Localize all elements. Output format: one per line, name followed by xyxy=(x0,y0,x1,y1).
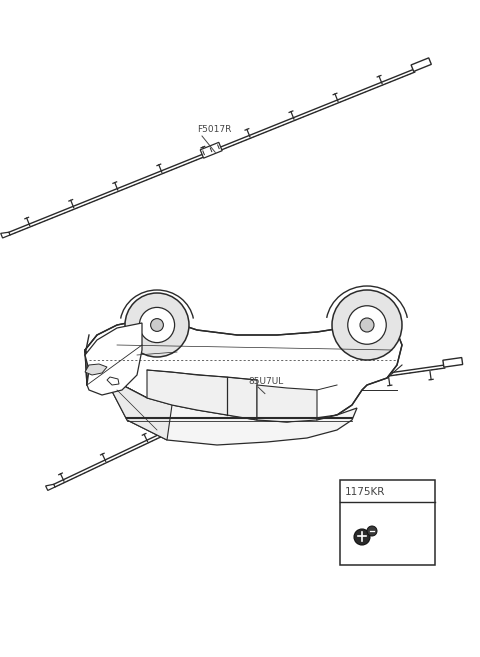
Circle shape xyxy=(348,306,386,344)
Polygon shape xyxy=(411,58,432,72)
Circle shape xyxy=(354,529,370,545)
Polygon shape xyxy=(85,364,107,375)
Circle shape xyxy=(264,390,269,394)
Polygon shape xyxy=(107,377,119,385)
Polygon shape xyxy=(46,484,55,490)
Polygon shape xyxy=(147,370,257,420)
Polygon shape xyxy=(257,385,317,422)
Circle shape xyxy=(255,391,259,395)
Circle shape xyxy=(332,290,402,360)
Polygon shape xyxy=(85,323,142,395)
Circle shape xyxy=(367,526,377,536)
Polygon shape xyxy=(85,320,402,422)
Circle shape xyxy=(125,293,189,357)
Polygon shape xyxy=(102,372,172,440)
Text: F5017R: F5017R xyxy=(197,125,231,134)
Circle shape xyxy=(260,390,264,394)
Polygon shape xyxy=(443,357,463,367)
Polygon shape xyxy=(200,143,222,158)
Polygon shape xyxy=(248,380,273,397)
Circle shape xyxy=(151,319,163,331)
Polygon shape xyxy=(0,232,10,238)
Circle shape xyxy=(139,307,175,342)
Circle shape xyxy=(360,318,374,332)
Text: 1175KR: 1175KR xyxy=(345,487,385,497)
Text: 85U7UL: 85U7UL xyxy=(248,377,283,386)
Bar xyxy=(340,480,435,565)
Polygon shape xyxy=(102,372,357,445)
